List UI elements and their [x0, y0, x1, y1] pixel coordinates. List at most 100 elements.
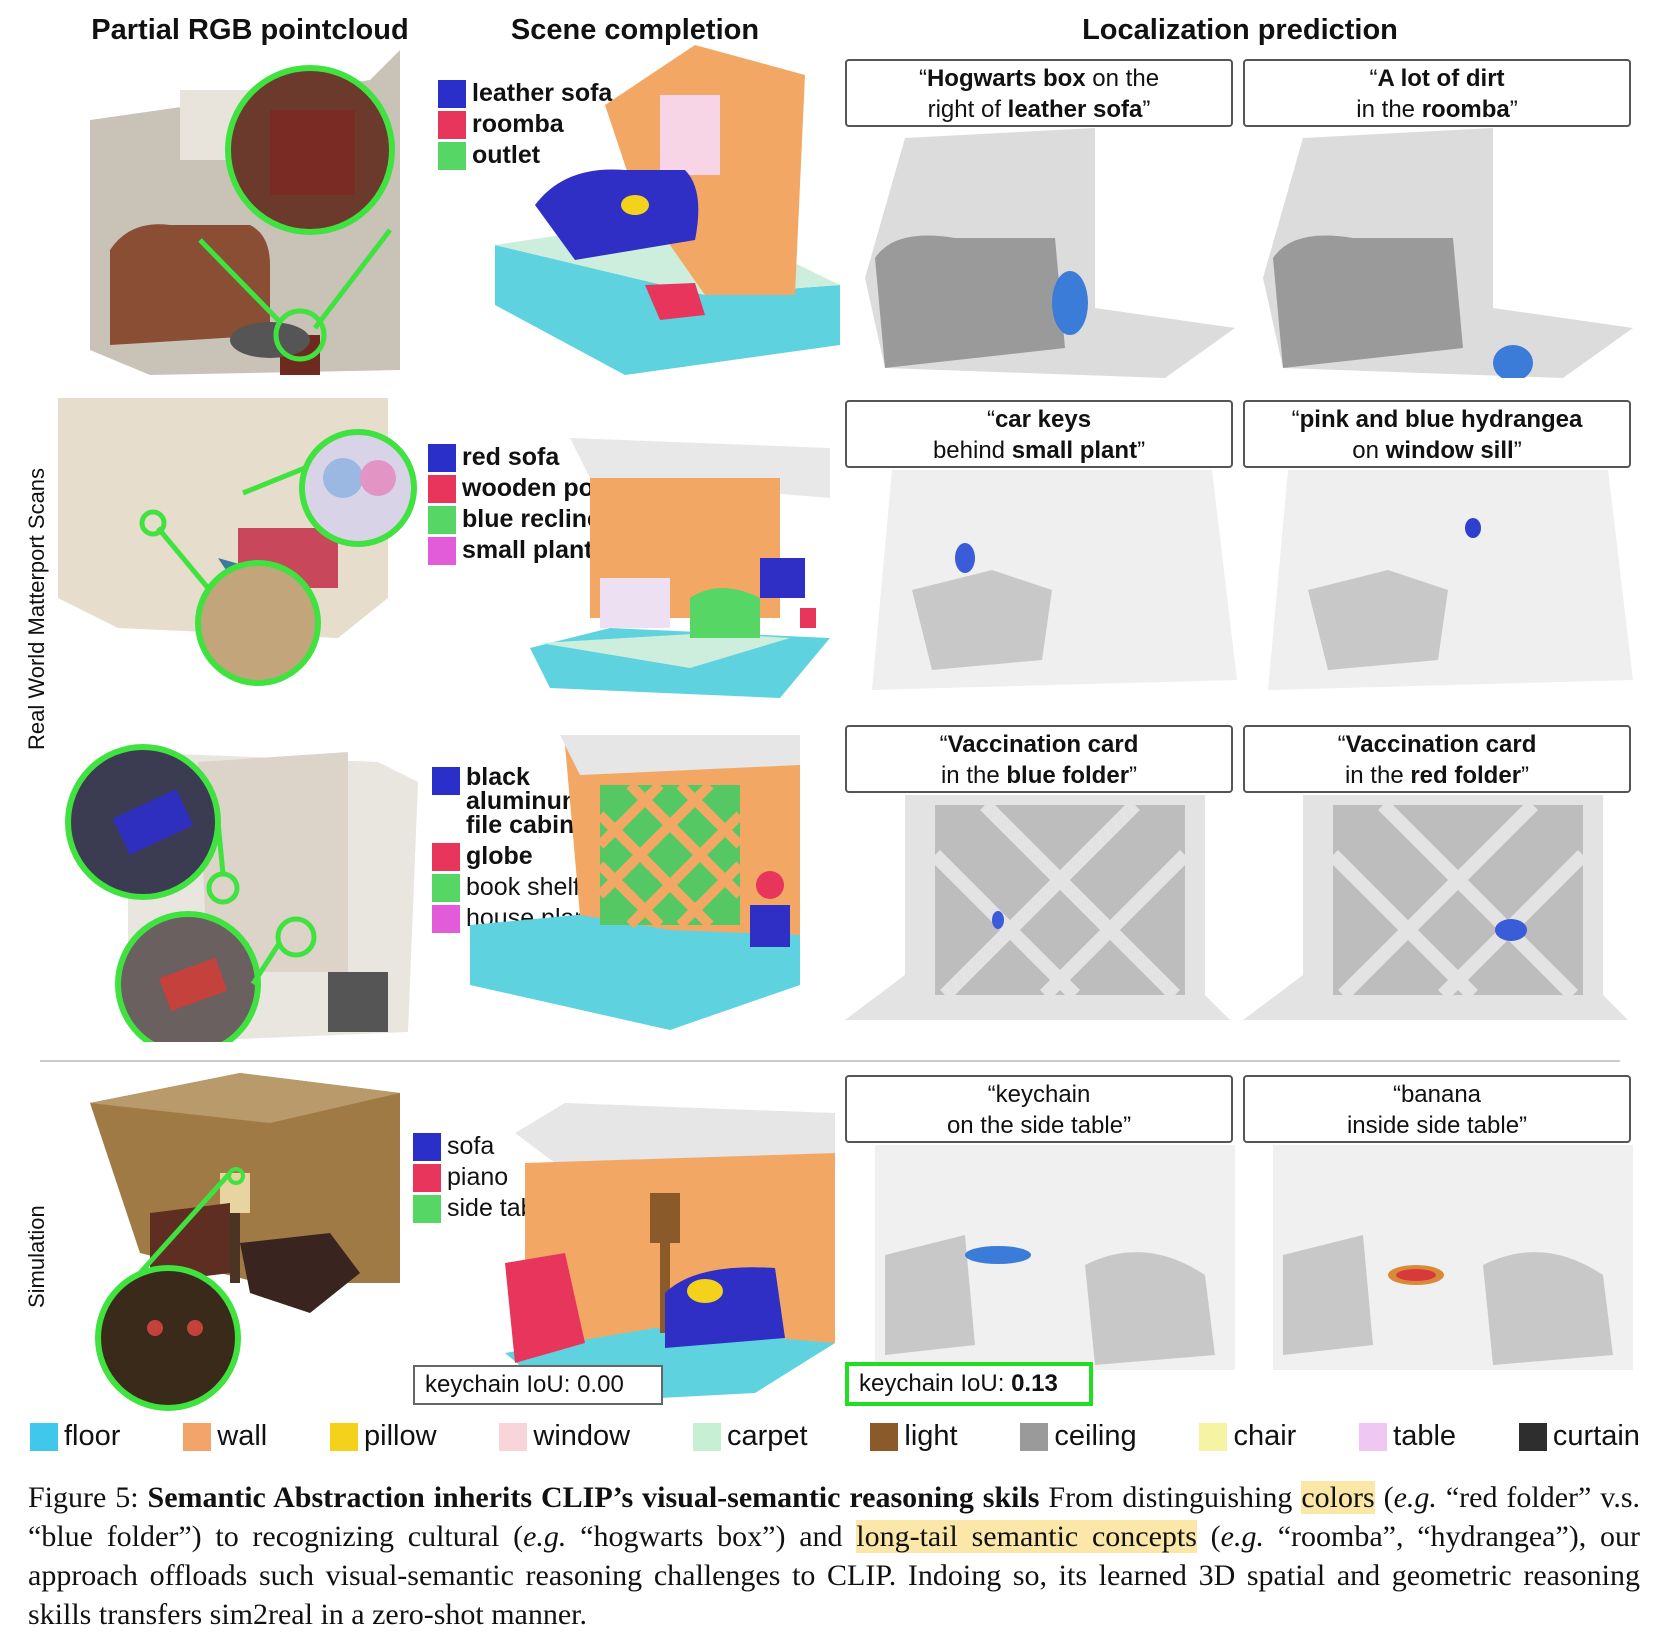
class-legend-item-window: window [499, 1420, 630, 1453]
query-text: “Vaccination card in the red folder” [1337, 731, 1537, 789]
legend-swatch [428, 444, 456, 472]
class-label: ceiling [1054, 1420, 1137, 1452]
legend-swatch [428, 506, 456, 534]
pointcloud-prediction-r3-c1 [845, 795, 1230, 1020]
query-box-r2-c1: “car keys behind small plant” [845, 400, 1233, 468]
class-color-swatch [30, 1422, 58, 1451]
class-legend-item-ceiling: ceiling [1020, 1420, 1137, 1453]
column-header-scene-completion: Scene completion [510, 14, 760, 46]
class-legend-item-wall: wall [183, 1420, 267, 1453]
rgb-pointcloud-image-3 [65, 744, 418, 1042]
caption-text: ( [1196, 1520, 1221, 1553]
class-legend-item-pillow: pillow [330, 1420, 437, 1453]
class-color-swatch [330, 1422, 359, 1451]
class-color-swatch [870, 1422, 899, 1451]
column-header-partial-pointcloud: Partial RGB pointcloud [91, 14, 409, 46]
query-box-r4-c1: “keychain on the side table” [845, 1075, 1233, 1143]
class-label: pillow [364, 1420, 437, 1452]
legend-label: small plant [462, 536, 593, 564]
legend-label: roomba [472, 110, 564, 138]
legend-swatch [432, 843, 460, 871]
legend-label: sofa [447, 1132, 495, 1160]
caption-eg: e.g. [1220, 1520, 1264, 1553]
pointcloud-prediction-r2-c1 [872, 470, 1237, 690]
legend-swatch [438, 142, 466, 170]
class-legend-item-table: table [1359, 1420, 1456, 1453]
class-label: window [533, 1420, 631, 1452]
legend-label: globe [466, 842, 533, 870]
caption-text: ( [1374, 1481, 1394, 1514]
scene-completion-render-3 [470, 735, 800, 1030]
class-label: chair [1233, 1420, 1297, 1452]
class-label: wall [217, 1420, 268, 1452]
class-color-swatch [1359, 1422, 1388, 1451]
class-color-swatch [1199, 1422, 1228, 1451]
legend-swatch [432, 874, 460, 902]
scene-completion-render-4 [505, 1103, 835, 1403]
query-box-r3-c2: “Vaccination card in the red folder” [1243, 725, 1631, 793]
side-label-real-world: Real World Matterport Scans [24, 467, 49, 750]
iou-ours-label: keychain IoU: [859, 1370, 1012, 1397]
query-text: “pink and blue hydrangea on window sill” [1291, 406, 1583, 464]
legend-label: outlet [472, 141, 541, 169]
column-header-localization: Localization prediction [1082, 14, 1398, 46]
legend-label: blue recliner [462, 505, 611, 533]
scene-completion-render-1 [495, 45, 840, 375]
class-color-swatch [183, 1422, 212, 1451]
legend-swatch [428, 475, 456, 503]
legend-swatch [438, 80, 466, 108]
class-legend-item-curtain: curtain [1518, 1420, 1640, 1453]
iou-ours-value: 0.13 [1011, 1370, 1058, 1397]
query-box-r3-c1: “Vaccination card in the blue folder” [845, 725, 1233, 793]
class-label: curtain [1552, 1420, 1640, 1452]
legend-swatch [413, 1133, 441, 1161]
class-color-swatch [1518, 1422, 1547, 1451]
pointcloud-prediction-r3-c2 [1243, 795, 1628, 1020]
legend-label: red sofa [462, 443, 560, 471]
query-text: “A lot of dirt in the roomba” [1356, 65, 1518, 123]
class-color-swatch [1020, 1422, 1049, 1451]
query-box-r1-c1: “Hogwarts box on the right of leather sof… [845, 59, 1233, 127]
legend-swatch [438, 111, 466, 139]
class-color-swatch [692, 1422, 721, 1451]
query-text: “Hogwarts box on the right of leather sof… [918, 65, 1160, 123]
class-legend-item-floor: floor [30, 1420, 120, 1453]
caption-figure-number: Figure 5: [28, 1481, 148, 1514]
class-label: carpet [726, 1420, 808, 1452]
legend-label: leather sofa [472, 79, 613, 107]
scene-legend-1: leather sofa roomba outlet [438, 78, 612, 171]
side-label-simulation: Simulation [24, 1205, 49, 1308]
query-text: “keychain on the side table” [946, 1081, 1132, 1139]
legend-swatch [432, 767, 460, 795]
figure-caption: Figure 5: Semantic Abstraction inherits … [28, 1478, 1640, 1634]
rgb-pointcloud-image-2 [58, 398, 417, 686]
legend-swatch [432, 905, 460, 933]
legend-swatch [413, 1164, 441, 1192]
caption-text: From distinguishing [1039, 1481, 1302, 1514]
query-text: “car keys behind small plant” [932, 406, 1146, 464]
query-box-r2-c2: “pink and blue hydrangea on window sill” [1243, 400, 1631, 468]
query-box-r1-c2: “A lot of dirt in the roomba” [1243, 59, 1631, 127]
section-divider [40, 1060, 1620, 1062]
query-text: “banana inside side table” [1346, 1081, 1528, 1139]
iou-badge-baseline: keychain IoU: 0.00 [413, 1365, 663, 1405]
class-color-legend: floor wall pillow window carpet light ceiling c… [30, 1420, 1640, 1453]
caption-highlight-long-tail: long-tail semantic concepts [856, 1520, 1197, 1553]
class-label: light [904, 1420, 958, 1452]
caption-highlight-colors: colors [1301, 1481, 1375, 1514]
caption-text: “hogwarts box”) and [566, 1520, 857, 1553]
class-color-swatch [499, 1422, 528, 1451]
caption-eg: e.g. [523, 1520, 567, 1553]
rgb-pointcloud-image-4 [90, 1073, 400, 1411]
query-text: “Vaccination card in the blue folder” [939, 731, 1139, 789]
pointcloud-prediction-r4-c2 [1273, 1145, 1633, 1370]
pointcloud-prediction-r2-c2 [1268, 470, 1633, 690]
pointcloud-prediction-r4-c1 [875, 1145, 1235, 1370]
legend-swatch [413, 1195, 441, 1223]
class-legend-item-carpet: carpet [692, 1420, 808, 1453]
class-legend-item-chair: chair [1199, 1420, 1296, 1453]
class-label: table [1393, 1420, 1457, 1452]
caption-text: “roomba”, “hydrangea”), our approach off… [28, 1520, 1640, 1631]
scene-completion-render-2 [530, 438, 830, 698]
class-legend-item-light: light [870, 1420, 958, 1453]
